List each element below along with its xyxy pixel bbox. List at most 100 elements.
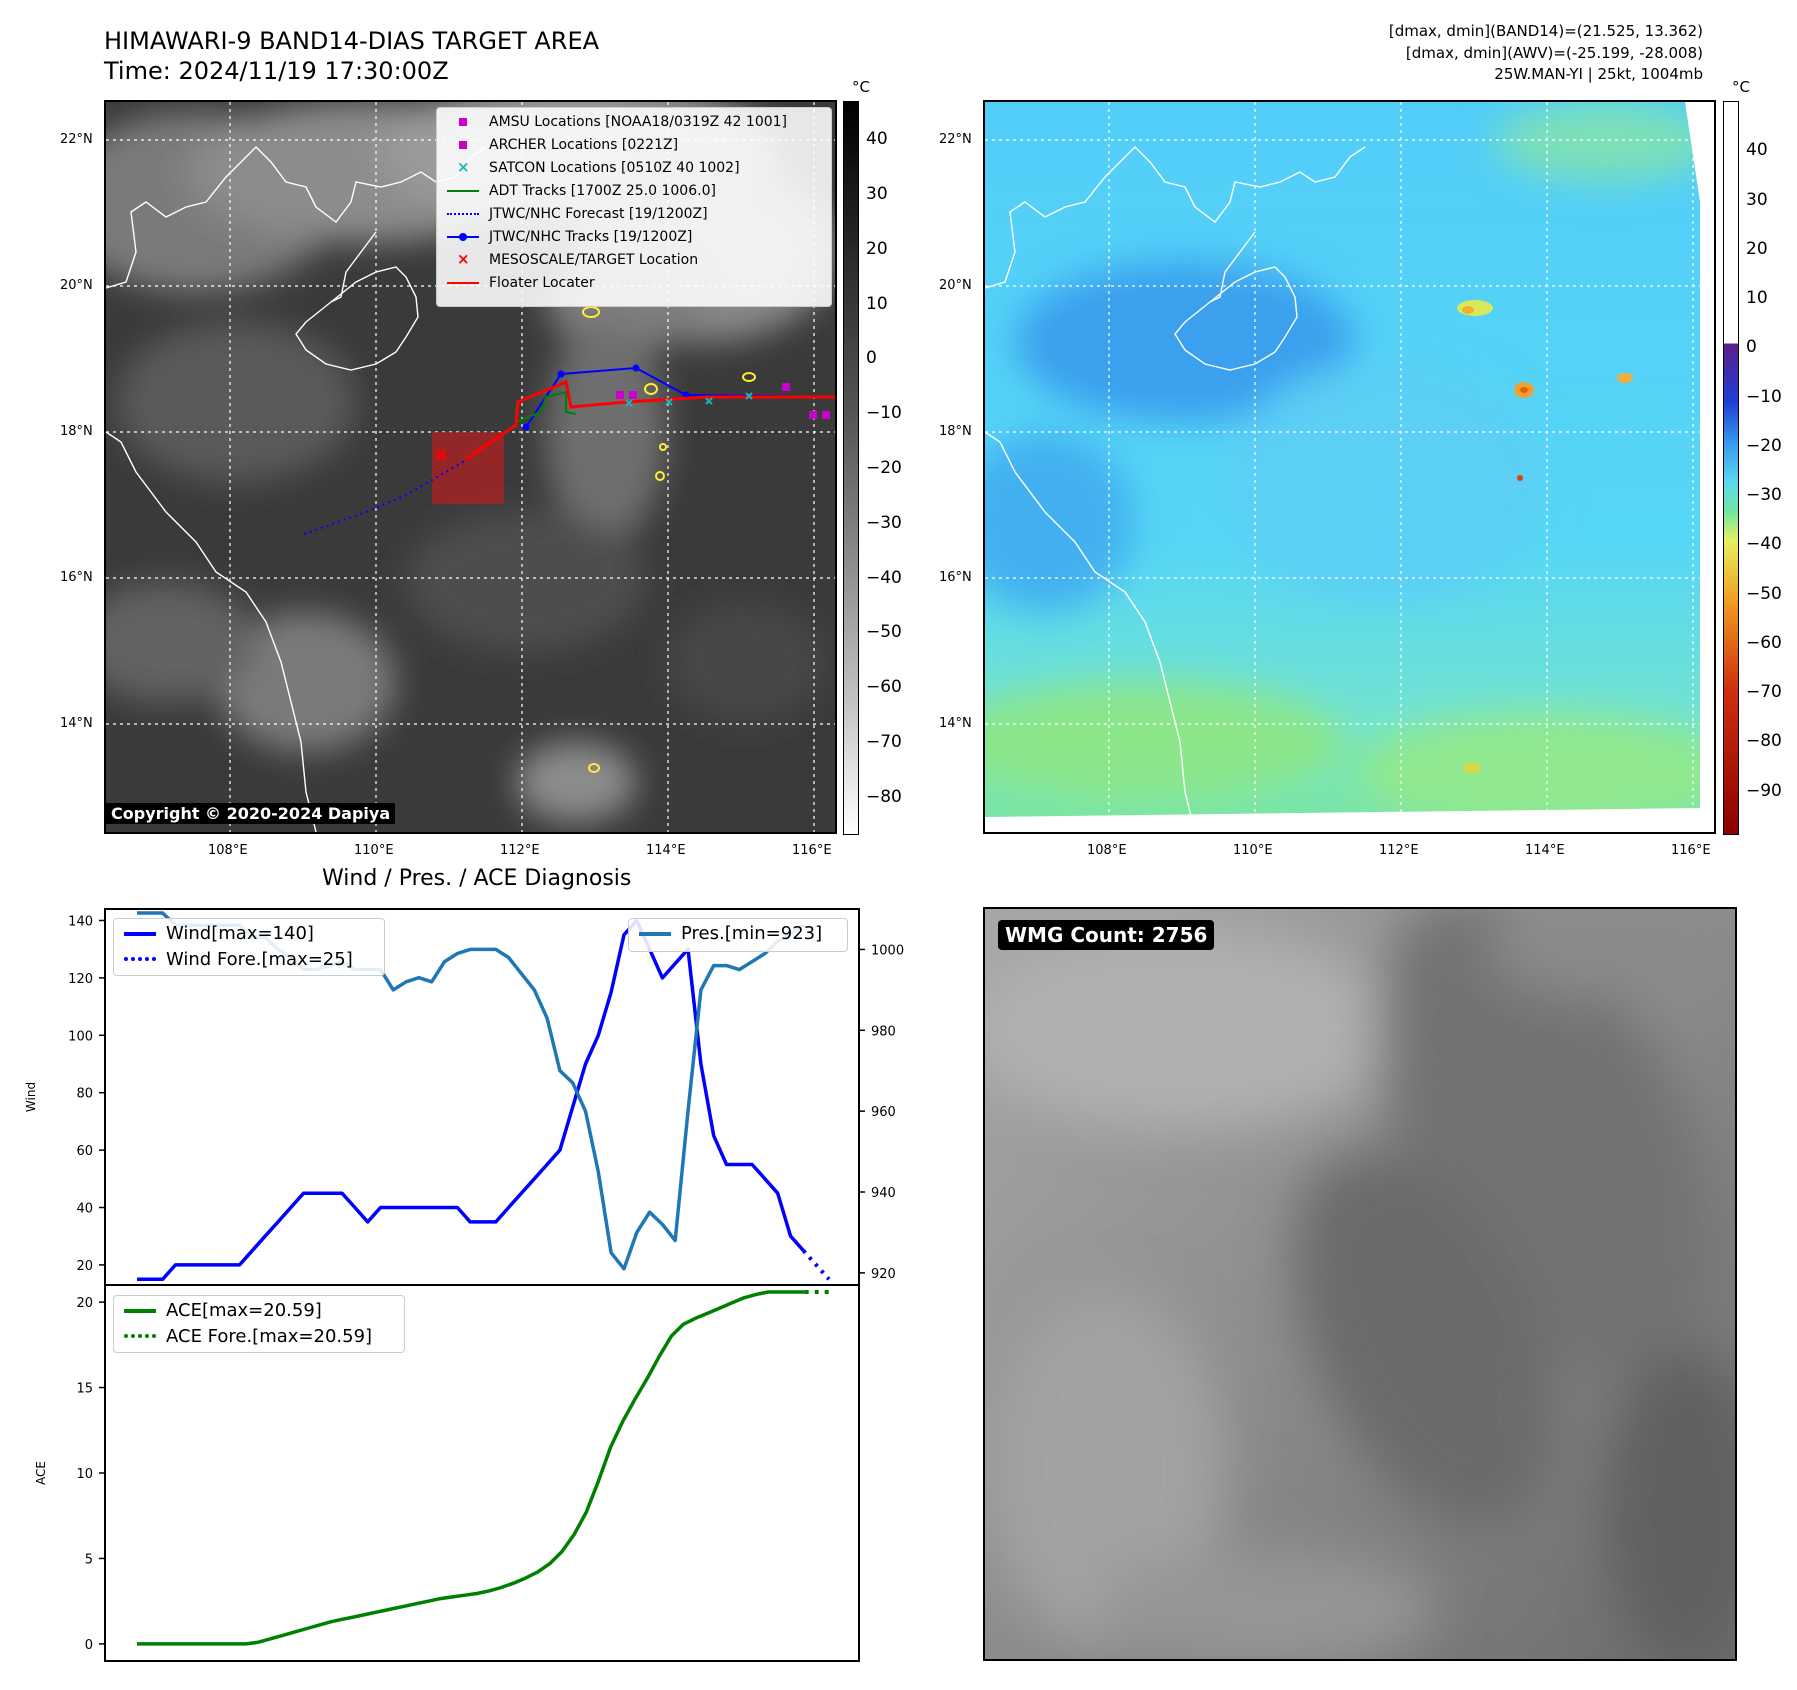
colorbar-left-tick: −30 (866, 512, 902, 533)
diagnosis-chart: 204060801001201409209409609801000WindPre… (24, 908, 904, 1662)
amsu-archer-locations (616, 383, 830, 419)
wind-tick-label: 80 (76, 1087, 93, 1102)
mesoscale-target-marker (434, 448, 448, 462)
wmg-texture (985, 909, 1735, 1659)
colorbar-left-tick: −10 (866, 403, 902, 424)
wind-forecast-line (801, 1249, 831, 1281)
legend-mesoscale: × MESOSCALE/TARGET Location (457, 250, 699, 268)
floater-locater-track (465, 379, 835, 461)
ace-tick-label: 0 (85, 1638, 93, 1653)
jtwc-track-points (522, 364, 690, 431)
lat-label-20n: 20°N (60, 278, 93, 293)
colorbar-right-tick: −90 (1746, 780, 1782, 801)
legend-amsu: AMSU Locations [NOAA18/0319Z 42 1001] (445, 112, 787, 132)
colorbar-left-tick: 40 (866, 129, 888, 150)
colorbar-left-tick: −70 (866, 731, 902, 752)
ace-tick-label: 20 (76, 1296, 93, 1311)
ace-tick-label: 5 (85, 1552, 93, 1567)
legend-archer: ARCHER Locations [0221Z] (445, 135, 678, 155)
storm-info: 25W.MAN-YI | 25kt, 1004mb (1494, 65, 1703, 83)
wind-tick-label: 40 (76, 1202, 93, 1217)
coastlines (106, 146, 487, 832)
awv-lat-label-14n: 14°N (939, 716, 972, 731)
awv-moist-cells (1457, 300, 1633, 774)
legend-adt: ADT Tracks [1700Z 25.0 1006.0] (445, 181, 716, 201)
lat-label-18n: 18°N (60, 424, 93, 439)
lat-label-22n: 22°N (60, 132, 93, 147)
awv-field (985, 102, 1714, 832)
colorbar-right-tick: −20 (1746, 435, 1782, 456)
awv-lon-label-116e: 116°E (1671, 843, 1711, 858)
awv-lat-label-22n: 22°N (939, 132, 972, 147)
awv-coastlines (985, 146, 1366, 832)
ace-legend: ACE[max=20.59] ACE Fore.[max=20.59] (113, 1295, 405, 1353)
stats-awv: [dmax, dmin](AWV)=(-25.199, -28.008) (1405, 44, 1703, 62)
wind-axis-label: Wind (24, 1082, 38, 1112)
legend-ace-forecast: ACE Fore.[max=20.59] (122, 1326, 372, 1347)
awv-lat-label-20n: 20°N (939, 278, 972, 293)
colorbar-left (843, 101, 859, 835)
wmg-count-badge: WMG Count: 2756 (998, 920, 1215, 950)
colorbar-left-tick: −40 (866, 567, 902, 588)
lat-label-14n: 14°N (60, 716, 93, 731)
colorbar-right-tick: −60 (1746, 632, 1782, 653)
wind-tick-label: 140 (68, 914, 93, 929)
pressure-tick-label: 980 (871, 1024, 896, 1039)
ace-series-line (137, 1290, 805, 1646)
cold-cloud-contours (582, 306, 756, 773)
lat-label-16n: 16°N (60, 570, 93, 585)
satcon-locations (625, 392, 753, 407)
awv-lat-label-16n: 16°N (939, 570, 972, 585)
legend-wind-forecast: Wind Fore.[max=25] (122, 949, 353, 970)
pressure-tick-label: 960 (871, 1105, 896, 1120)
wind-tick-label: 20 (76, 1259, 93, 1274)
ace-tick-label: 15 (76, 1382, 93, 1397)
jtwc-forecast-track (303, 456, 472, 535)
colorbar-left-unit: °C (852, 78, 870, 96)
colorbar-right-tick: −70 (1746, 682, 1782, 703)
awv-lon-label-108e: 108°E (1087, 843, 1127, 858)
target-area-box (432, 432, 504, 504)
awv-lon-label-110e: 110°E (1233, 843, 1273, 858)
colorbar-left-tick: −50 (866, 622, 902, 643)
ace-tick-label: 10 (76, 1467, 93, 1482)
awv-map-panel (983, 100, 1716, 834)
colorbar-left-tick: 30 (866, 184, 888, 205)
pressure-tick-label: 920 (871, 1267, 896, 1282)
band14-map-panel: AMSU Locations [NOAA18/0319Z 42 1001] AR… (104, 100, 837, 834)
legend-jtwc-tracks: JTWC/NHC Tracks [19/1200Z] (445, 227, 692, 247)
legend-wind: Wind[max=140] (122, 923, 314, 944)
colorbar-right-tick: −30 (1746, 485, 1782, 506)
wmg-image (985, 909, 1735, 1659)
colorbar-right-tick: −10 (1746, 386, 1782, 407)
ace-axis-label: ACE (34, 1461, 48, 1485)
copyright-label: Copyright © 2020-2024 Dapiya (106, 803, 396, 824)
colorbar-right-unit: °C (1732, 78, 1750, 96)
pressure-tick-label: 940 (871, 1186, 896, 1201)
wind-tick-label: 100 (68, 1029, 93, 1044)
lon-label-110e: 110°E (354, 843, 394, 858)
awv-lon-label-114e: 114°E (1525, 843, 1565, 858)
colorbar-left-tick: 10 (866, 293, 888, 314)
colorbar-right-tick: 20 (1746, 238, 1768, 259)
wind-series-line (137, 918, 805, 1282)
colorbar-right-tick: −80 (1746, 731, 1782, 752)
awv-lon-label-112e: 112°E (1379, 843, 1419, 858)
legend-satcon: × SATCON Locations [0510Z 40 1002] (457, 158, 740, 176)
colorbar-right-tick: 30 (1746, 189, 1768, 210)
figure-time: Time: 2024/11/19 17:30:00Z (104, 57, 449, 85)
colorbar-right-tick: −40 (1746, 534, 1782, 555)
wind-tick-label: 60 (76, 1144, 93, 1159)
figure-title: HIMAWARI-9 BAND14-DIAS TARGET AREA (104, 27, 600, 55)
wind-legend: Wind[max=140] Wind Fore.[max=25] (113, 918, 385, 976)
wind-tick-label: 120 (68, 972, 93, 987)
lon-label-112e: 112°E (500, 843, 540, 858)
wmg-panel: WMG Count: 2756 (983, 907, 1737, 1661)
diagnosis-title: Wind / Pres. / ACE Diagnosis (322, 866, 632, 891)
legend-pressure: Pres.[min=923] (637, 923, 822, 944)
pressure-legend: Pres.[min=923] (628, 918, 848, 952)
colorbar-left-tick: −80 (866, 786, 902, 807)
colorbar-right-tick: 40 (1746, 140, 1768, 161)
pressure-tick-label: 1000 (871, 943, 904, 958)
stats-band14: [dmax, dmin](BAND14)=(21.525, 13.362) (1388, 22, 1703, 40)
